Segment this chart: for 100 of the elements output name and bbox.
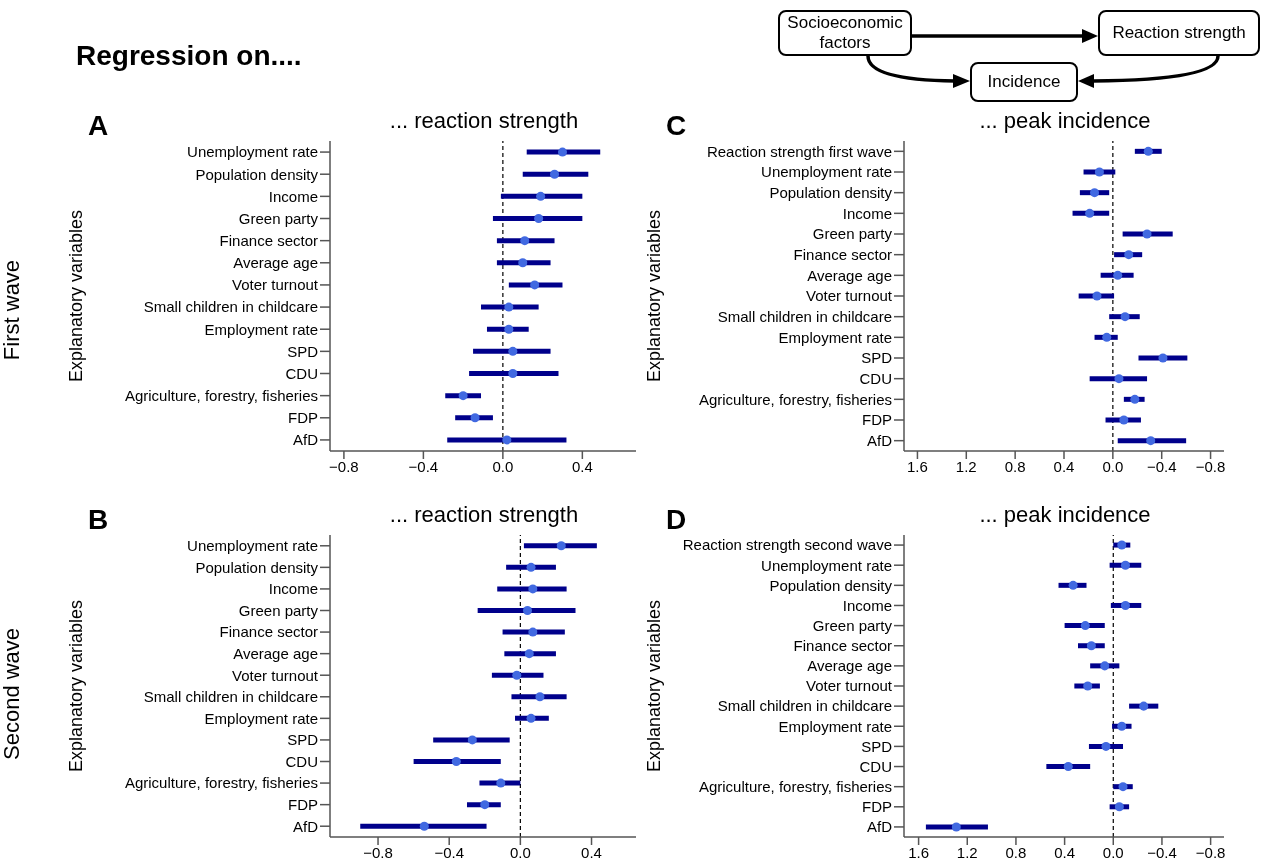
y-tick-label: Average age (807, 266, 892, 284)
point (1119, 415, 1129, 425)
y-tick-label: Average age (233, 644, 318, 662)
x-tick-label: −0.4 (1146, 457, 1177, 475)
chart-title: ... reaction strength (388, 108, 580, 134)
y-tick-label: Employment rate (204, 709, 318, 727)
point (951, 822, 961, 832)
point (526, 562, 536, 572)
text: Second wave (0, 627, 25, 760)
y-tick-label: Employment rate (778, 717, 892, 735)
y-tick-label: Reaction strength first wave (706, 142, 892, 160)
point (526, 713, 536, 723)
x-tick-label: 0.4 (581, 843, 602, 861)
y-tick-label: Income (268, 187, 318, 205)
y-tick-label: Average age (233, 254, 318, 272)
point (508, 368, 518, 379)
point (1100, 661, 1110, 671)
point (1090, 188, 1100, 198)
point (1158, 353, 1168, 363)
text: C (666, 110, 687, 142)
y-axis-title: Explanatory variables (66, 209, 87, 383)
point (1086, 641, 1096, 651)
text: First wave (0, 258, 25, 363)
point (1118, 782, 1128, 792)
x-tick-label: −0.8 (1195, 843, 1226, 861)
x-tick-label: 1.6 (907, 457, 928, 475)
x-tick-label: 0.0 (509, 843, 531, 861)
point (1114, 802, 1124, 812)
point (1102, 332, 1112, 342)
y-tick-label: AfD (292, 817, 319, 835)
y-tick-label: Agriculture, forestry, fisheries (124, 386, 318, 404)
y-tick-label: Finance sector (793, 637, 892, 655)
point (1113, 270, 1123, 280)
y-tick-label: SPD (287, 342, 319, 360)
y-tick-label: Green party (812, 225, 893, 243)
point (1139, 701, 1149, 711)
point (1085, 208, 1095, 218)
y-tick-label: Population density (769, 183, 893, 201)
point (1120, 312, 1130, 322)
x-tick-label: −0.8 (363, 843, 393, 861)
x-tick-label: −0.8 (329, 457, 359, 475)
y-tick-label: FDP (288, 795, 318, 813)
point (557, 147, 567, 157)
y-tick-label: CDU (285, 364, 318, 382)
x-tick-label: 0.0 (1102, 843, 1124, 861)
y-tick-label: Finance sector (219, 231, 318, 249)
x-tick-label: 1.2 (956, 843, 978, 861)
y-tick-label: CDU (859, 369, 892, 387)
x-tick-label: −0.4 (1147, 843, 1177, 861)
point (419, 821, 429, 831)
text: A (88, 110, 109, 142)
y-tick-label: SPD (287, 731, 319, 749)
point (1117, 721, 1127, 731)
y-tick-label: CDU (859, 757, 892, 775)
y-tick-label: Population density (195, 558, 319, 576)
point (1094, 167, 1104, 177)
point (1117, 540, 1127, 550)
point (1124, 250, 1134, 260)
x-tick-label: 1.2 (955, 457, 977, 475)
point (467, 735, 477, 745)
y-tick-label: SPD (861, 349, 893, 367)
y-tick-label: Voter turnout (806, 677, 893, 695)
point (496, 778, 506, 788)
point (451, 756, 461, 767)
point (502, 435, 512, 445)
y-tick-label: Average age (807, 657, 892, 675)
point (1120, 560, 1130, 570)
y-tick-label: FDP (288, 409, 318, 427)
x-tick-label: 0.8 (1005, 843, 1027, 861)
box: Socioeconomic factors (778, 10, 912, 56)
y-tick-label: Small children in childcare (143, 298, 318, 316)
text: Regression on.... (76, 40, 302, 72)
box: Reaction strength (1098, 10, 1260, 56)
point (1101, 741, 1111, 751)
x-tick-label: 0.4 (571, 457, 593, 475)
x-tick-label: 1.6 (908, 843, 930, 861)
y-tick-label: Employment rate (204, 320, 318, 338)
point (1063, 762, 1073, 772)
x-tick-label: −0.4 (408, 457, 439, 475)
y-axis-title: Explanatory variables (66, 599, 87, 773)
x-tick-label: 0.0 (1102, 457, 1124, 475)
point (504, 324, 514, 334)
y-tick-label: AfD (292, 431, 319, 449)
y-tick-label: FDP (862, 411, 892, 429)
point (1083, 681, 1093, 691)
point (530, 280, 540, 290)
point (1080, 621, 1090, 631)
point (1092, 291, 1102, 301)
y-tick-label: Unemployment rate (187, 143, 318, 161)
point (528, 584, 538, 594)
y-tick-label: Unemployment rate (761, 556, 892, 574)
x-tick-label: 0.0 (492, 457, 514, 475)
y-tick-label: Voter turnout (806, 287, 893, 305)
x-tick-label: 0.8 (1004, 457, 1026, 475)
point (512, 670, 522, 680)
point (534, 213, 544, 224)
y-tick-label: Unemployment rate (761, 163, 892, 181)
text: B (88, 504, 109, 536)
point (518, 258, 528, 268)
point (1120, 600, 1130, 610)
